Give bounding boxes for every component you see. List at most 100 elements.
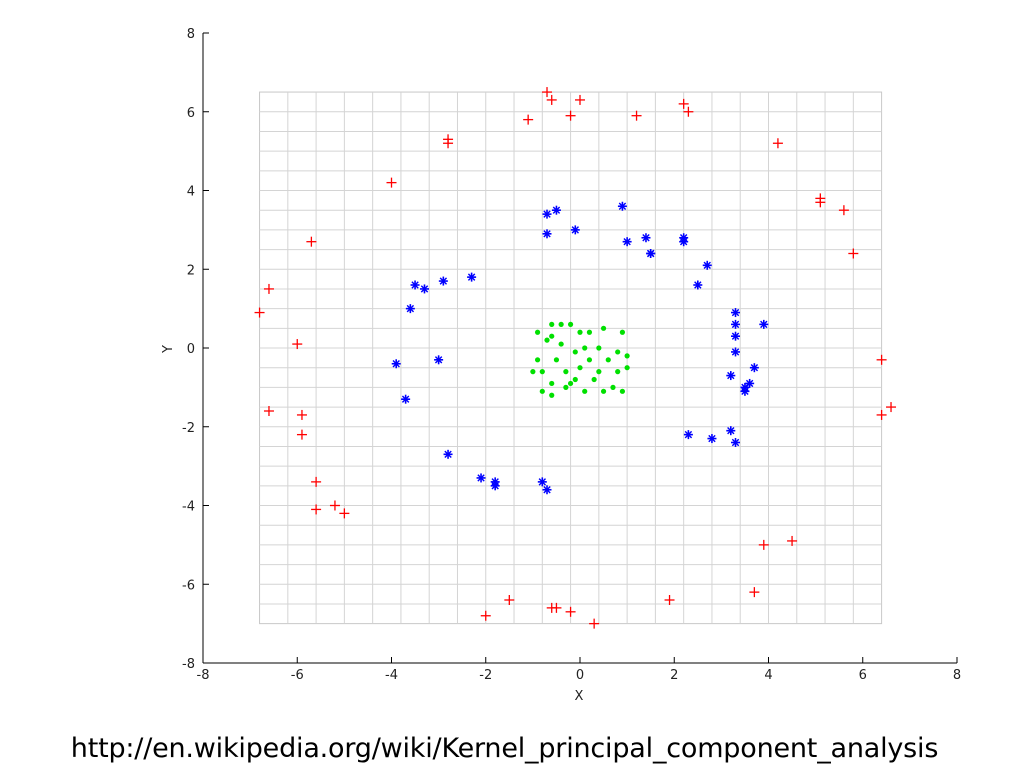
- data-point-star: [702, 260, 712, 270]
- data-point-plus: [546, 94, 557, 105]
- data-point-dot: [563, 384, 569, 390]
- data-point-star: [749, 363, 759, 373]
- data-point-star: [731, 331, 741, 341]
- data-point-dot: [558, 321, 564, 327]
- data-point-plus: [254, 307, 265, 318]
- data-point-plus: [296, 429, 307, 440]
- x-axis-label: X: [575, 689, 584, 704]
- data-point-dot: [586, 329, 593, 335]
- data-point-star: [745, 378, 755, 388]
- data-point-plus: [838, 205, 849, 216]
- data-point-plus: [523, 114, 534, 125]
- data-point-plus: [311, 476, 322, 487]
- data-point-star: [646, 249, 656, 258]
- data-point-star: [683, 430, 693, 440]
- data-point-plus: [443, 138, 454, 149]
- data-point-star: [731, 319, 741, 329]
- data-point-plus: [565, 110, 576, 121]
- data-point-plus: [787, 535, 798, 546]
- x-tick-label: -4: [385, 668, 398, 683]
- data-point-plus: [876, 409, 887, 420]
- y-tick-label: -4: [182, 500, 195, 515]
- y-tick-label: 8: [187, 27, 195, 42]
- data-point-star: [542, 485, 552, 495]
- x-tick-label: 6: [859, 668, 867, 683]
- data-point-star: [438, 276, 448, 286]
- data-point-star: [570, 225, 580, 235]
- data-point-plus: [296, 409, 307, 420]
- data-point-dot: [577, 365, 583, 371]
- data-point-plus: [292, 339, 303, 350]
- data-point-star: [641, 233, 651, 243]
- data-point-star: [759, 319, 769, 329]
- data-point-plus: [311, 504, 322, 515]
- data-point-star: [405, 304, 415, 314]
- data-point-plus: [589, 618, 600, 629]
- data-point-star: [443, 449, 453, 459]
- data-point-dot: [567, 380, 574, 387]
- data-point-star: [467, 272, 477, 282]
- data-point-dot: [624, 353, 630, 359]
- data-point-star: [476, 473, 486, 483]
- data-point-dot: [619, 329, 626, 335]
- data-point-plus: [678, 98, 689, 109]
- data-point-star: [410, 280, 420, 290]
- axes: -8 -6 -4 -2 0 2 4 6 8 -8 -6 -4 -2 0 2 4 6 8: [182, 27, 961, 683]
- data-point-plus: [848, 248, 859, 259]
- data-point-plus: [772, 138, 783, 149]
- data-point-plus: [664, 595, 675, 605]
- data-point-plus: [542, 87, 553, 98]
- data-point-plus: [480, 610, 491, 621]
- data-point-plus: [758, 539, 769, 550]
- x-tick-label: 2: [670, 668, 678, 683]
- data-point-dot: [549, 380, 555, 387]
- data-point-star: [391, 359, 401, 369]
- data-point-dot: [615, 369, 621, 375]
- data-point-dot: [553, 357, 560, 363]
- data-point-star: [419, 284, 429, 294]
- data-point-plus: [815, 193, 826, 204]
- data-point-star: [551, 205, 561, 215]
- data-point-dot: [610, 384, 616, 390]
- data-point-plus: [876, 354, 887, 365]
- data-point-dot: [600, 325, 607, 331]
- data-point-dot: [558, 341, 564, 347]
- data-point-star: [542, 209, 552, 219]
- data-point-star: [490, 481, 500, 491]
- data-point-plus: [683, 106, 694, 117]
- y-tick-label: 6: [187, 106, 195, 121]
- data-point-dot: [615, 349, 621, 355]
- data-point-plus: [551, 602, 562, 613]
- data-point-plus: [263, 406, 274, 416]
- data-point-star: [401, 394, 411, 404]
- y-tick-label: -6: [182, 578, 195, 593]
- data-point-star: [434, 355, 444, 365]
- data-point-dot: [534, 329, 541, 335]
- y-tick-label: 0: [187, 342, 195, 357]
- data-point-star: [726, 426, 736, 436]
- data-point-star: [537, 477, 547, 487]
- data-point-dot: [549, 321, 555, 327]
- data-point-dot: [539, 369, 545, 375]
- data-point-star: [731, 438, 741, 447]
- data-point-dot: [605, 357, 611, 363]
- data-point-plus: [329, 500, 340, 511]
- data-point-dot: [586, 357, 593, 363]
- data-point-star: [731, 347, 741, 357]
- data-point-plus: [504, 595, 515, 605]
- data-point-star: [617, 201, 627, 211]
- y-tick-label: -8: [182, 657, 195, 672]
- series-star-markers: [391, 201, 769, 495]
- y-tick-label: 4: [187, 185, 195, 200]
- data-point-dot: [572, 376, 578, 383]
- data-point-dot: [596, 345, 602, 351]
- x-tick-label: 4: [764, 668, 772, 683]
- data-point-dot: [534, 357, 541, 363]
- data-point-star: [740, 386, 750, 396]
- x-tick-label: -6: [291, 668, 304, 683]
- grid: [259, 91, 883, 625]
- data-point-plus: [306, 236, 317, 247]
- data-point-plus: [575, 94, 585, 105]
- data-point-star: [726, 371, 736, 381]
- data-point-dot: [582, 388, 588, 394]
